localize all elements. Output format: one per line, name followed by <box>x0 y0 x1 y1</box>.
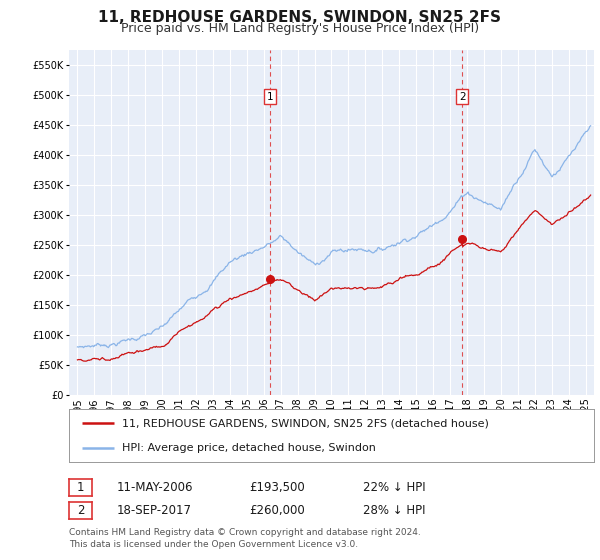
Text: 11, REDHOUSE GARDENS, SWINDON, SN25 2FS: 11, REDHOUSE GARDENS, SWINDON, SN25 2FS <box>98 10 502 25</box>
Text: £193,500: £193,500 <box>249 480 305 494</box>
Text: 2: 2 <box>459 91 466 101</box>
Text: Contains HM Land Registry data © Crown copyright and database right 2024.
This d: Contains HM Land Registry data © Crown c… <box>69 528 421 549</box>
Text: 1: 1 <box>77 480 84 494</box>
Text: 11, REDHOUSE GARDENS, SWINDON, SN25 2FS (detached house): 11, REDHOUSE GARDENS, SWINDON, SN25 2FS … <box>121 418 488 428</box>
Text: 28% ↓ HPI: 28% ↓ HPI <box>363 504 425 517</box>
Text: 22% ↓ HPI: 22% ↓ HPI <box>363 480 425 494</box>
Text: £260,000: £260,000 <box>249 504 305 517</box>
Text: Price paid vs. HM Land Registry's House Price Index (HPI): Price paid vs. HM Land Registry's House … <box>121 22 479 35</box>
Text: HPI: Average price, detached house, Swindon: HPI: Average price, detached house, Swin… <box>121 442 376 452</box>
Text: 11-MAY-2006: 11-MAY-2006 <box>117 480 193 494</box>
Text: 2: 2 <box>77 504 84 517</box>
Text: 18-SEP-2017: 18-SEP-2017 <box>117 504 192 517</box>
Text: 1: 1 <box>266 91 273 101</box>
